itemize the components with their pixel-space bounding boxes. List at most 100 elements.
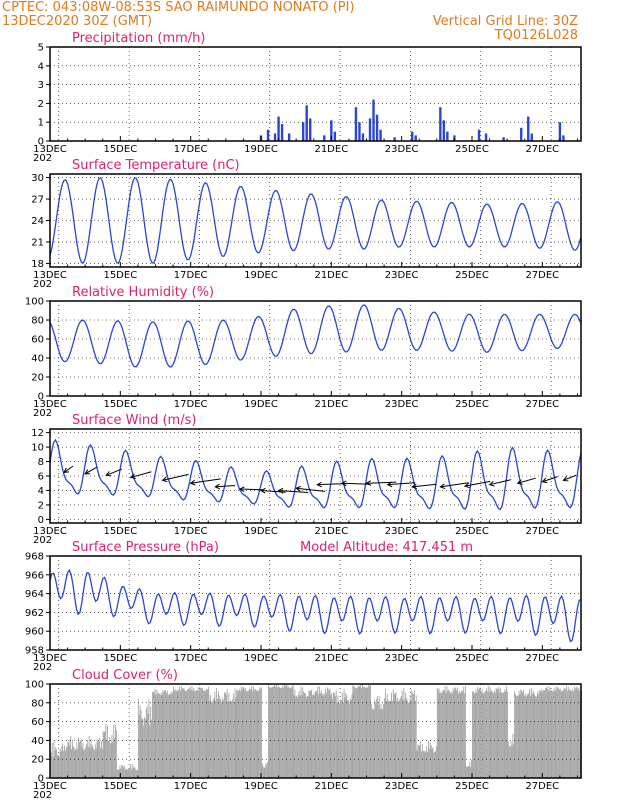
cloud-cover-bar — [83, 750, 85, 778]
cloud-cover-bar — [338, 701, 340, 778]
wind-arrow — [440, 482, 469, 488]
cloud-cover-bar — [407, 702, 409, 778]
cloud-cover-bar — [99, 737, 101, 778]
cloud-cover-bar — [78, 737, 80, 778]
cloud-cover-bar — [390, 701, 392, 778]
header-station: CPTEC: 043:08W-08:53S SAO RAIMUNDO NONAT… — [2, 0, 355, 15]
cloud-cover-bar — [97, 741, 99, 778]
cloud-cover-bar — [363, 686, 365, 778]
cloud-cover-bar — [240, 686, 242, 778]
cloud-cover-bar — [159, 694, 161, 778]
cloud-cover-bar — [335, 690, 337, 778]
wind-arrow-head — [259, 487, 266, 494]
cloud-cover-bar — [193, 688, 195, 778]
cloud-cover-bar — [151, 719, 153, 778]
cloud-cover-bar — [197, 687, 199, 778]
cloud-cover-bar — [510, 741, 512, 778]
cloud-cover-bar — [62, 743, 64, 778]
cloud-cover-bar — [246, 690, 248, 778]
cloud-cover-bar — [174, 689, 176, 778]
precip-bar — [277, 116, 280, 141]
header-grid-line: Vertical Grid Line: 30Z — [433, 14, 578, 29]
cloud-cover-bar — [344, 697, 346, 778]
cloud-cover-bar — [333, 692, 335, 778]
cloud-cover-bar — [496, 689, 498, 778]
cloud-cover-bar — [556, 688, 558, 778]
cloud-cover-bar — [465, 766, 467, 778]
wind-arrow — [517, 477, 536, 484]
cloud-cover-bar — [413, 690, 415, 778]
cloud-cover-bar — [172, 693, 174, 778]
cloud-cover-bar — [116, 769, 118, 778]
cloud-cover-bar — [577, 689, 579, 778]
cloud-cover-bar — [462, 691, 464, 778]
cloud-cover-bar — [535, 696, 537, 778]
cloud-cover-bar — [185, 690, 187, 778]
cloud-cover-bar — [92, 746, 94, 778]
cloud-cover-bar — [189, 686, 191, 778]
precipitation-y-tick-label: 4 — [38, 61, 44, 72]
cloud-cover-bar — [334, 696, 336, 778]
cloud-cover-bar — [57, 755, 58, 778]
cloud-cover-bar — [282, 685, 283, 778]
cloud-cover-bar — [65, 747, 67, 778]
cloud-cover-y-tick-label: 80 — [31, 698, 44, 709]
cloud-cover-bar — [204, 691, 206, 778]
cloud-cover-bar — [176, 690, 178, 778]
pressure-y-tick-label: 966 — [25, 570, 44, 581]
cloud-cover-bar — [399, 699, 400, 778]
cloud-cover-bar — [464, 693, 465, 778]
cloud-cover-bar — [223, 699, 225, 778]
cloud-cover-bar — [221, 702, 223, 778]
wind-arrow-head — [105, 471, 112, 477]
cloud-cover-bar — [323, 693, 325, 778]
cloud-cover-bar — [306, 695, 308, 778]
cloud-cover-bar — [369, 686, 371, 778]
cloud-cover-bar — [90, 738, 92, 778]
cloud-cover-bar — [528, 693, 530, 778]
cloud-cover-bar — [557, 687, 559, 778]
wind-arrow-head — [214, 483, 221, 490]
cloud-cover-bar — [450, 692, 452, 778]
temperature-y-tick-label: 24 — [31, 216, 44, 227]
cloud-cover-bar — [79, 742, 80, 778]
cloud-cover-bar — [499, 691, 501, 778]
cloud-cover-bar — [202, 687, 203, 778]
cloud-cover-bar — [382, 708, 384, 778]
cloud-cover-bar — [401, 690, 403, 778]
cloud-cover-bar — [441, 693, 443, 778]
x-tick-label: 25DEC — [455, 399, 489, 410]
precipitation-y-tick-label: 1 — [38, 118, 44, 129]
cloud-cover-bar — [63, 751, 65, 778]
cloud-cover-bar — [103, 732, 105, 778]
cloud-cover-y-tick-label: 20 — [31, 755, 44, 766]
cloud-cover-bar — [245, 688, 247, 778]
x-year-label: 202 — [33, 790, 52, 800]
pressure-title: Surface Pressure (hPa) — [72, 540, 219, 555]
cloud-cover-bar — [219, 698, 221, 778]
precip-bar — [453, 135, 456, 141]
cloud-cover-bar — [368, 684, 370, 778]
cloud-cover-bar — [268, 685, 269, 778]
cloud-cover-bar — [341, 692, 343, 778]
cloud-cover-bar — [374, 700, 376, 778]
humidity-frame — [49, 300, 582, 397]
temperature-y-tick-label: 21 — [31, 237, 44, 248]
cloud-cover-bar — [50, 752, 52, 778]
cloud-cover-bar — [218, 695, 220, 778]
cloud-cover-bar — [250, 689, 252, 778]
cloud-cover-bar — [537, 694, 539, 778]
cloud-cover-bar — [299, 695, 301, 778]
x-tick-label: 13DEC — [33, 526, 67, 537]
cloud-cover-bar — [409, 694, 411, 778]
cloud-cover-bar — [182, 688, 184, 778]
cloud-cover-bar — [61, 746, 63, 778]
cloud-cover-bar — [295, 696, 297, 778]
x-tick-label: 25DEC — [455, 653, 489, 664]
cloud-cover-bar — [239, 691, 241, 778]
precipitation-title: Precipitation (mm/h) — [72, 31, 205, 46]
cloud-cover-bar — [150, 706, 152, 778]
cloud-cover-bar — [507, 691, 509, 778]
cloud-cover-bar — [76, 742, 78, 778]
cloud-cover-bar — [332, 699, 334, 778]
